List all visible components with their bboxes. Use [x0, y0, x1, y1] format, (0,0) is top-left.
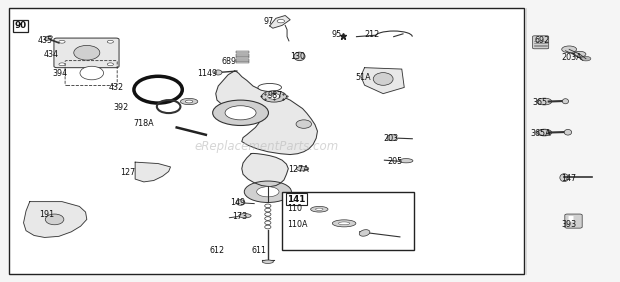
Ellipse shape [399, 158, 413, 163]
Circle shape [277, 19, 285, 23]
Circle shape [107, 40, 113, 43]
Text: eReplacementParts.com: eReplacementParts.com [195, 140, 339, 153]
Bar [282, 192, 414, 250]
Circle shape [59, 40, 65, 43]
Text: 191: 191 [39, 210, 54, 219]
Text: 365: 365 [532, 98, 547, 107]
Text: 612: 612 [210, 246, 224, 255]
Text: 205: 205 [388, 157, 403, 166]
Ellipse shape [387, 135, 397, 141]
Circle shape [107, 63, 113, 66]
Ellipse shape [294, 52, 305, 61]
Ellipse shape [74, 45, 100, 60]
Text: 365A: 365A [530, 129, 551, 138]
Circle shape [244, 181, 291, 202]
Text: 393: 393 [561, 220, 576, 229]
Text: 392: 392 [113, 103, 129, 112]
Text: 432: 432 [108, 83, 123, 92]
Ellipse shape [316, 208, 323, 210]
Bar [236, 54, 249, 56]
Text: 611: 611 [251, 246, 266, 255]
Text: 147: 147 [561, 174, 576, 183]
Text: 149: 149 [231, 198, 246, 207]
Circle shape [537, 129, 552, 136]
Bar [236, 51, 249, 53]
Text: 110: 110 [287, 204, 302, 213]
Circle shape [574, 51, 586, 57]
Text: 90: 90 [14, 21, 27, 30]
Ellipse shape [564, 129, 572, 135]
Bar [236, 59, 249, 61]
Ellipse shape [45, 214, 64, 225]
Text: 394: 394 [53, 69, 68, 78]
Text: 718A: 718A [133, 119, 154, 128]
Text: 212: 212 [365, 30, 380, 39]
Ellipse shape [296, 166, 309, 171]
Polygon shape [216, 71, 317, 155]
Ellipse shape [239, 214, 251, 218]
Ellipse shape [339, 222, 350, 225]
Text: 97: 97 [264, 17, 274, 26]
Text: 127: 127 [120, 168, 135, 177]
Polygon shape [361, 68, 404, 94]
Ellipse shape [373, 73, 393, 85]
Text: 51A: 51A [355, 73, 371, 82]
Ellipse shape [311, 206, 328, 212]
Text: 173: 173 [232, 212, 247, 221]
Circle shape [268, 94, 280, 99]
Text: 203: 203 [383, 134, 398, 143]
Ellipse shape [236, 200, 245, 205]
Ellipse shape [562, 99, 569, 104]
Text: 987: 987 [268, 91, 283, 100]
Text: 130: 130 [290, 52, 305, 61]
Circle shape [262, 91, 286, 102]
Circle shape [225, 106, 256, 120]
Polygon shape [270, 16, 290, 28]
Circle shape [581, 56, 591, 61]
FancyBboxPatch shape [533, 36, 549, 49]
Ellipse shape [359, 230, 370, 236]
Text: 203A: 203A [561, 53, 582, 62]
Ellipse shape [80, 66, 104, 80]
Ellipse shape [262, 260, 273, 263]
Text: 434: 434 [43, 50, 58, 60]
Circle shape [213, 100, 268, 125]
Text: 1149: 1149 [197, 69, 217, 78]
Bar [236, 61, 249, 63]
Polygon shape [135, 162, 170, 182]
FancyBboxPatch shape [565, 214, 582, 228]
Circle shape [537, 98, 552, 105]
Text: 692: 692 [534, 36, 550, 45]
Circle shape [59, 63, 65, 66]
Text: 435: 435 [37, 36, 52, 45]
Circle shape [562, 46, 577, 53]
Text: 127A: 127A [288, 165, 309, 174]
Ellipse shape [560, 174, 569, 182]
Text: 110A: 110A [287, 220, 308, 229]
Ellipse shape [215, 70, 222, 75]
Ellipse shape [332, 220, 356, 227]
Text: 95: 95 [332, 30, 342, 39]
Ellipse shape [45, 36, 52, 40]
FancyBboxPatch shape [569, 216, 574, 222]
Ellipse shape [180, 98, 198, 105]
Ellipse shape [185, 100, 193, 103]
Ellipse shape [258, 83, 281, 91]
FancyBboxPatch shape [54, 38, 119, 68]
Polygon shape [242, 153, 288, 187]
Bar [236, 56, 249, 58]
Text: 689: 689 [222, 57, 237, 66]
Bar [9, 8, 524, 274]
Circle shape [257, 187, 279, 197]
Polygon shape [24, 202, 87, 237]
Text: 141: 141 [287, 195, 306, 204]
Ellipse shape [296, 120, 312, 128]
